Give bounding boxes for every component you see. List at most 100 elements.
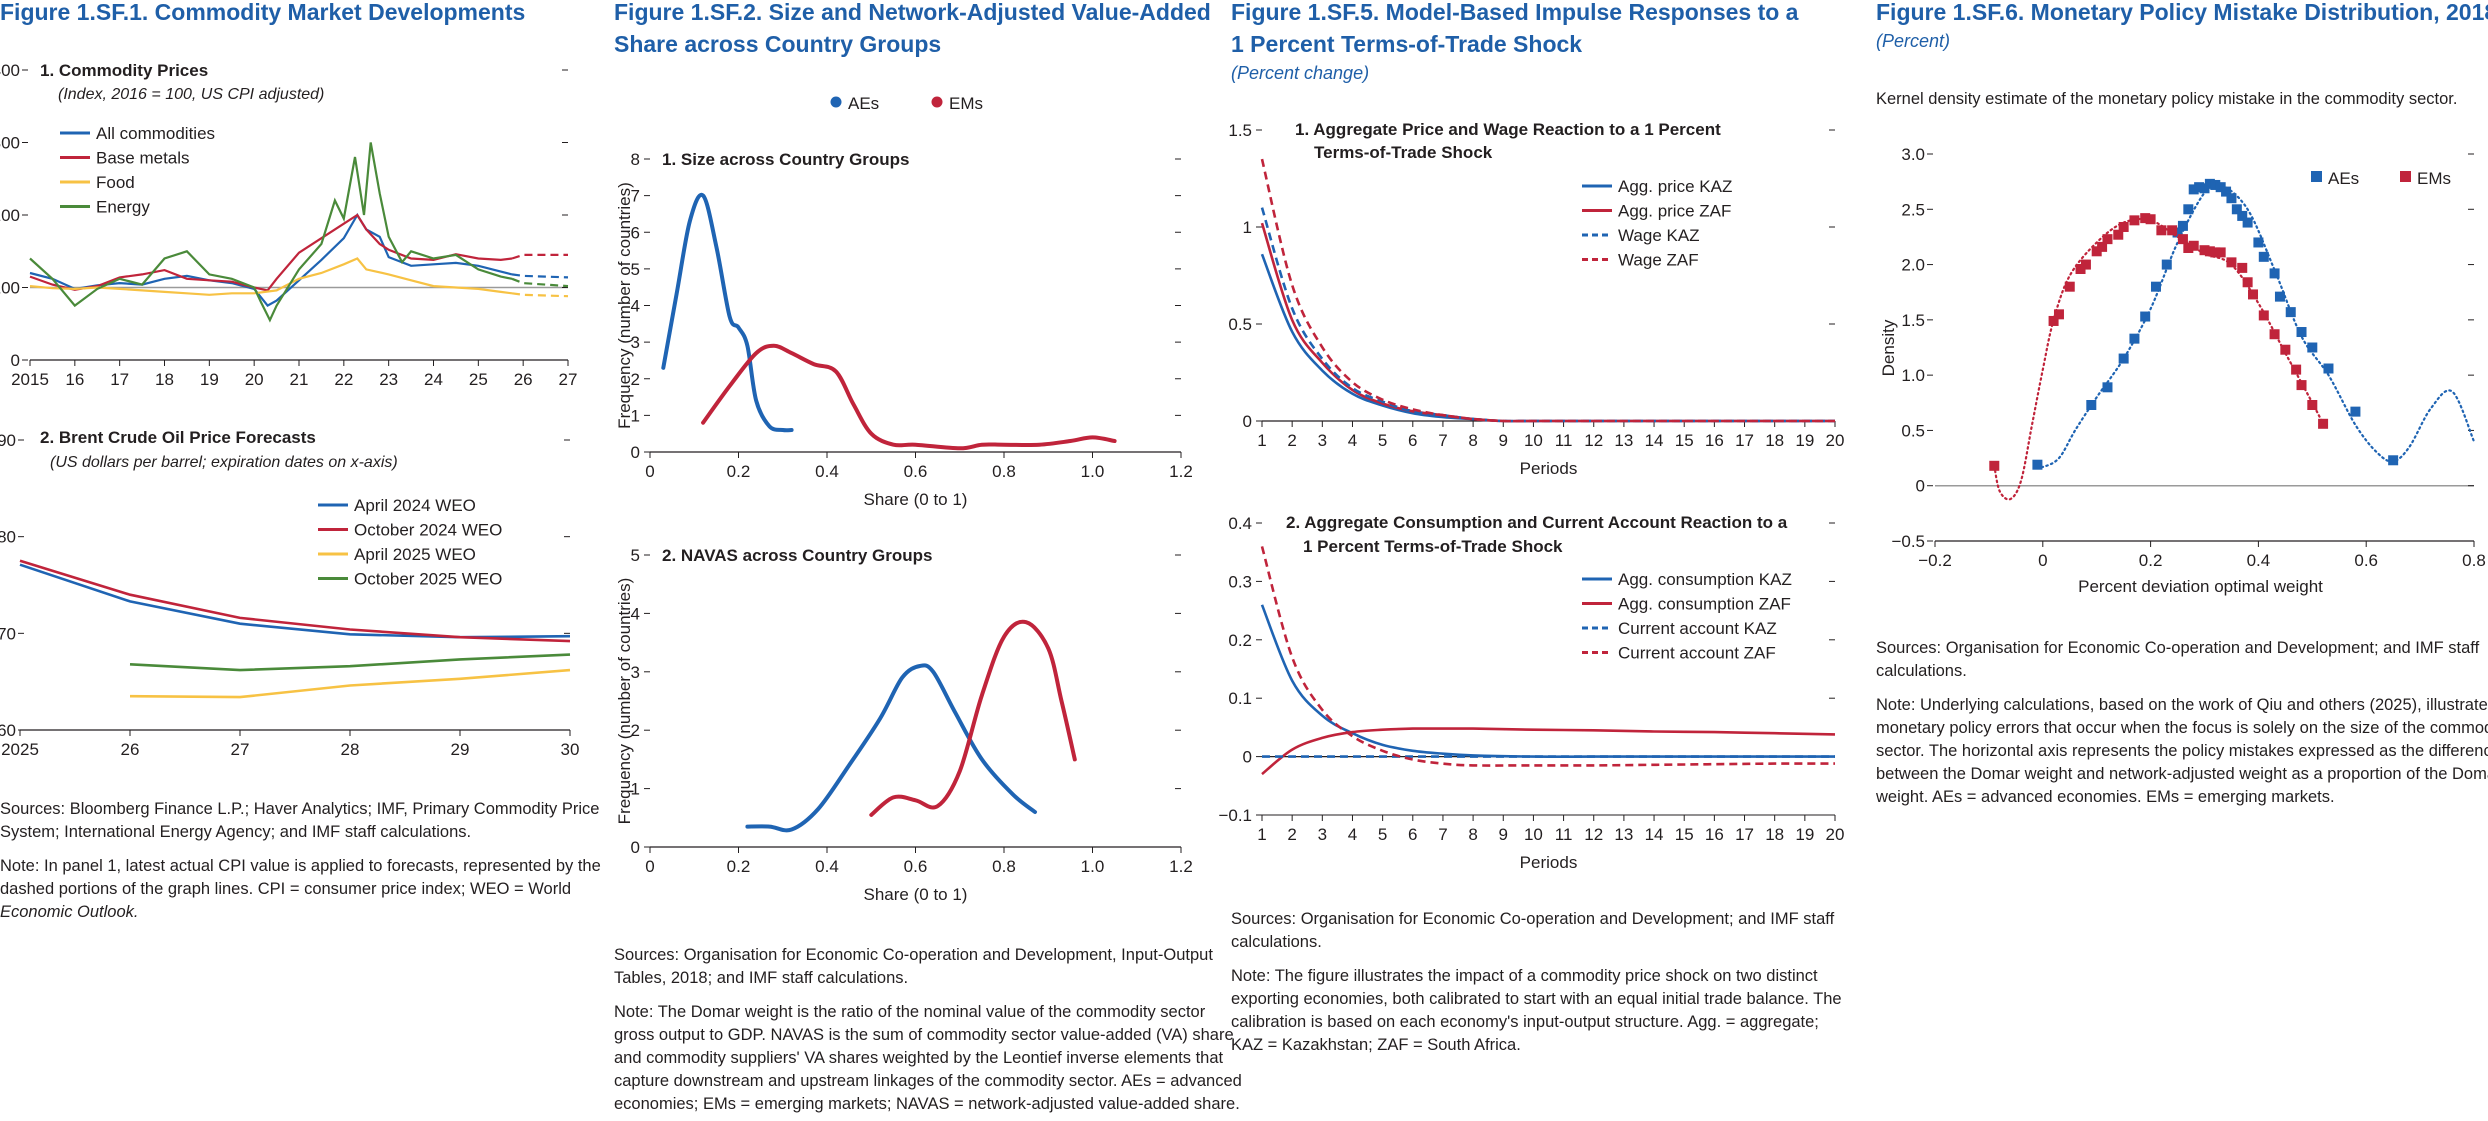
irf_price_wage-legend-label: Wage ZAF (1618, 251, 1699, 270)
x-tick-label: 12 (1584, 431, 1603, 450)
x-tick-label: 26 (514, 370, 533, 389)
brent-legend-label: April 2024 WEO (354, 496, 476, 515)
irf_consumption_ca-legend-label: Agg. consumption ZAF (1618, 595, 1791, 614)
kde-point-aes (2226, 193, 2237, 204)
x-tick-label: 30 (561, 740, 580, 759)
figure-1sf1-sources-line-1: Sources: Bloomberg Finance L.P.; Haver A… (0, 800, 599, 818)
x-tick-label: 14 (1645, 431, 1664, 450)
x-tick-label: 3 (1318, 431, 1327, 450)
figure-1sf2-title-line-1: Figure 1.SF.2. Size and Network-Adjusted… (614, 0, 1211, 25)
x-tick-label: 18 (155, 370, 174, 389)
kde-point-aes (2350, 406, 2361, 417)
y-axis-title: Frequency (number of countries) (615, 182, 634, 429)
y-tick-label: 300 (0, 134, 20, 153)
x-tick-label: 1 (1257, 431, 1266, 450)
kde-point-aes (2253, 237, 2264, 248)
x-tick-label: 17 (1735, 431, 1754, 450)
x-tick-label: 9 (1499, 431, 1508, 450)
figure-1sf5: Figure 1.SF.5. Model-Based Impulse Respo… (1218, 0, 1844, 1054)
figure-1sf5-note-line-3: calibration is based on each economy's i… (1231, 1013, 1819, 1031)
x-tick-label: 0.8 (2462, 551, 2486, 570)
x-tick-label: 16 (1705, 431, 1724, 450)
commodity-legend-label: All commodities (96, 124, 215, 143)
x-tick-label: 10 (1524, 825, 1543, 844)
kde-point-ems (2296, 380, 2307, 391)
x-axis-title: Periods (1520, 853, 1578, 872)
kde-point-ems (2113, 229, 2124, 240)
kde-point-aes (2274, 291, 2285, 302)
x-tick-label: 5 (1378, 431, 1387, 450)
kde-point-ems (2269, 329, 2280, 340)
figure-1sf6-title: Figure 1.SF.6. Monetary Policy Mistake D… (1876, 0, 2488, 25)
x-tick-label: 19 (200, 370, 219, 389)
series-line-base-metals (29, 213, 513, 292)
consumption-ca-response-chart: −0.100.10.20.30.41 2 3 4 5 6 7 8 9 10 11 12 13 14 15 16… (1218, 514, 1844, 872)
y-tick-label: 1 (631, 780, 640, 799)
figure-1sf2: Figure 1.SF.2. Size and Network-Adjusted… (614, 0, 1242, 1113)
kde-point-aes (2258, 251, 2269, 262)
figure-1sf6-sources-line-1: Sources: Organisation for Economic Co-op… (1876, 639, 2480, 657)
brent-forecasts-chart: 60 70 80 90 2025 26 27 28 29 30 April 2024 WEO Octo… (0, 431, 579, 759)
response-line-wage-zaf (1260, 158, 1835, 423)
kde-point-aes (2032, 459, 2043, 470)
legend-marker-aes (830, 96, 842, 108)
x-tick-label: 17 (1735, 825, 1754, 844)
x-axis-title: Share (0 to 1) (864, 490, 968, 509)
y-tick-label: 200 (0, 206, 20, 225)
y-tick-label: 70 (0, 624, 16, 643)
x-tick-label: 13 (1614, 431, 1633, 450)
kde-point-aes (2231, 204, 2242, 215)
irf_price_wage-legend-label: Agg. price ZAF (1618, 202, 1731, 221)
kde-point-ems (2291, 364, 2302, 375)
kde-fit-curve-aes (2036, 182, 2476, 469)
legend-marker-ems (931, 96, 943, 108)
x-tick-label: 2015 (11, 370, 49, 389)
commodity-prices-panel-subtitle: (Index, 2016 = 100, US CPI adjusted) (58, 86, 324, 103)
figure-1sf6-subtitle: (Percent) (1876, 31, 1950, 51)
y-tick-label: 4 (631, 297, 640, 316)
x-tick-label: −0.2 (1918, 551, 1952, 570)
series-line-all-commodities (29, 212, 513, 308)
forecast-line-energy (511, 277, 569, 288)
x-tick-label: 7 (1438, 825, 1447, 844)
kde-point-aes (2118, 353, 2129, 364)
x-tick-label: 0.6 (904, 857, 928, 876)
kde-point-aes (2215, 182, 2226, 193)
x-tick-label: 21 (290, 370, 309, 389)
commodity-legend-label: Base metals (96, 149, 190, 168)
y-tick-label: 2.0 (1901, 256, 1925, 275)
x-tick-label: 7 (1438, 431, 1447, 450)
kde-point-ems (2129, 215, 2140, 226)
x-tick-label: 11 (1555, 825, 1573, 844)
x-tick-label: 29 (451, 740, 470, 759)
commodity-legend-label: Energy (96, 198, 150, 217)
x-tick-label: 8 (1468, 825, 1477, 844)
figure-1sf2-note-line-3: and commodity suppliers' VA shares weigh… (614, 1049, 1224, 1067)
y-tick-label: 1 (631, 406, 640, 425)
y-tick-label: 1.5 (1901, 311, 1925, 330)
y-tick-label: 0 (631, 838, 640, 857)
figure-1sf2-sources-line-1: Sources: Organisation for Economic Co-op… (614, 946, 1213, 964)
y-tick-label: −0.5 (1891, 532, 1925, 551)
figure-1sf5-title-line-1: Figure 1.SF.5. Model-Based Impulse Respo… (1231, 0, 1799, 25)
y-tick-label: 400 (0, 61, 20, 80)
x-tick-label: 0.2 (2139, 551, 2163, 570)
price-wage-panel-title-line-2: Terms-of-Trade Shock (1314, 143, 1493, 162)
y-tick-label: 0 (1243, 412, 1252, 431)
density-curve-aes (661, 192, 794, 433)
series-line-october-2025-weo (129, 653, 571, 672)
brent-legend-label: October 2025 WEO (354, 570, 502, 589)
x-tick-label: 9 (1499, 825, 1508, 844)
y-tick-label: 0 (11, 351, 20, 370)
kde-point-ems (2053, 309, 2064, 320)
y-tick-label: 2 (631, 370, 640, 389)
figure-1sf6-description: Kernel density estimate of the monetary … (1876, 90, 2457, 108)
x-tick-label: 16 (65, 370, 84, 389)
y-tick-label: 60 (0, 721, 16, 740)
x-tick-label: 0.6 (2354, 551, 2378, 570)
x-tick-label: 18 (1765, 825, 1784, 844)
kde-point-ems (2307, 399, 2318, 410)
kde-point-ems (2091, 246, 2102, 257)
y-tick-label: 3 (631, 333, 640, 352)
x-tick-label: 0.2 (727, 462, 751, 481)
